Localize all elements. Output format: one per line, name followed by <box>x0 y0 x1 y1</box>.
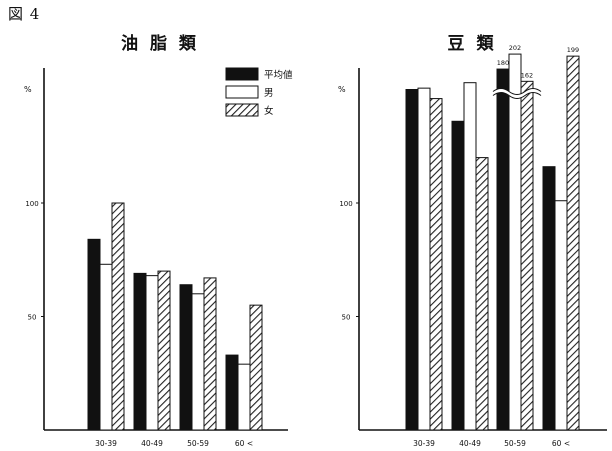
y-tick-label: 50 <box>28 314 37 322</box>
x-tick-label: 60 < <box>235 439 253 448</box>
chart-title: 油 脂 類 <box>121 33 199 54</box>
bar-male <box>463 82 477 431</box>
axis-break-line <box>492 88 542 95</box>
y-tick-label: 100 <box>339 200 352 208</box>
y-axis-label: % <box>24 85 32 94</box>
x-tick-label: 40-49 <box>459 439 481 448</box>
legend-label-female: 女 <box>264 105 274 117</box>
bar-female <box>520 80 534 431</box>
bar-female <box>429 98 443 431</box>
bar-female <box>249 304 263 431</box>
x-tick-label: 60 < <box>552 439 570 448</box>
bar-male <box>145 275 159 431</box>
bar-male <box>417 87 431 431</box>
y-tick-label: 100 <box>25 200 38 208</box>
bar-male <box>508 53 522 431</box>
data-label: 162 <box>521 71 533 79</box>
figure-label: 図 4 <box>8 5 41 23</box>
legend-swatch-mean <box>225 67 259 81</box>
data-label: 202 <box>509 44 521 52</box>
axis-break-line <box>492 92 542 99</box>
legend-swatch-female <box>225 103 259 117</box>
data-label: 180 <box>497 59 509 67</box>
bar-mean <box>496 68 510 431</box>
bar-male <box>237 363 251 431</box>
bar-female <box>111 202 125 431</box>
bar-mean <box>133 272 147 431</box>
bar-male <box>99 263 113 431</box>
x-tick-label: 50-59 <box>504 439 526 448</box>
legend-label-mean: 平均値 <box>264 69 293 81</box>
bar-female <box>203 277 217 431</box>
axis-break-gap <box>491 88 543 99</box>
bar-mean <box>179 284 193 431</box>
bar-female <box>157 270 171 431</box>
x-tick-label: 50-59 <box>187 439 209 448</box>
bar-mean <box>87 238 101 431</box>
bar-female <box>475 157 489 431</box>
bar-mean <box>405 89 419 431</box>
x-tick-label: 30-39 <box>95 439 117 448</box>
bar-mean <box>451 120 465 431</box>
bar-male <box>554 200 568 431</box>
chart-title: 豆 類 <box>448 34 497 54</box>
x-tick-label: 30-39 <box>413 439 435 448</box>
bar-mean <box>225 354 239 431</box>
x-tick-label: 40-49 <box>141 439 163 448</box>
bar-female <box>566 55 580 431</box>
legend-label-male: 男 <box>264 88 274 99</box>
legend-swatch-male <box>225 85 259 99</box>
y-axis-label: % <box>338 85 346 94</box>
data-label: 199 <box>567 46 579 54</box>
y-tick-label: 50 <box>342 314 351 322</box>
bar-male <box>191 293 205 431</box>
bar-mean <box>542 166 556 431</box>
